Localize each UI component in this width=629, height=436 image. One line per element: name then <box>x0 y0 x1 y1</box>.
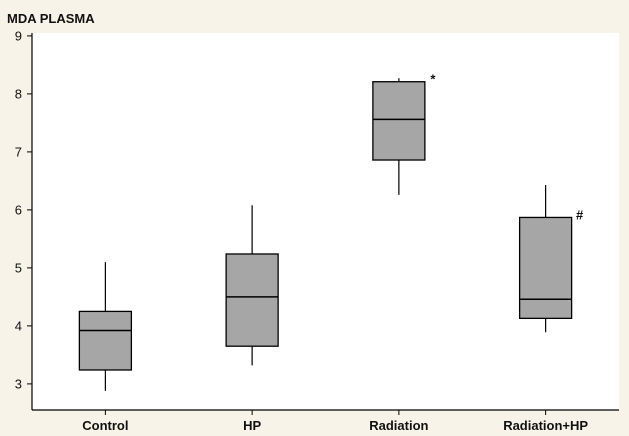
x-tick-label: Radiation+HP <box>503 418 588 433</box>
x-tick-label: Control <box>82 418 128 433</box>
y-tick-label: 5 <box>15 260 22 275</box>
box-radiation: * <box>372 72 436 195</box>
significance-marker: # <box>576 207 584 222</box>
box-control <box>78 262 133 391</box>
boxes-group: *# <box>78 72 584 391</box>
x-tick-label: HP <box>243 418 261 433</box>
box-iqr <box>78 310 133 371</box>
y-tick-label: 8 <box>15 86 22 101</box>
x-tick-label: Radiation <box>369 418 428 433</box>
y-tick-label: 3 <box>15 376 22 391</box>
y-tick-label: 4 <box>15 318 22 333</box>
box-iqr <box>372 81 426 161</box>
box-iqr <box>518 216 573 320</box>
y-tick-label: 9 <box>15 28 22 43</box>
chart-title: MDA PLASMA <box>7 11 95 26</box>
box-hp <box>225 205 279 366</box>
y-tick-label: 7 <box>15 144 22 159</box>
significance-marker: * <box>430 72 436 87</box>
y-tick-label: 6 <box>15 202 22 217</box>
box-radiation-hp: # <box>518 184 584 333</box>
axes: 3 4 5 6 7 8 9 Control HP Radiation Radiation+HP <box>15 28 619 433</box>
box-iqr <box>225 253 279 347</box>
